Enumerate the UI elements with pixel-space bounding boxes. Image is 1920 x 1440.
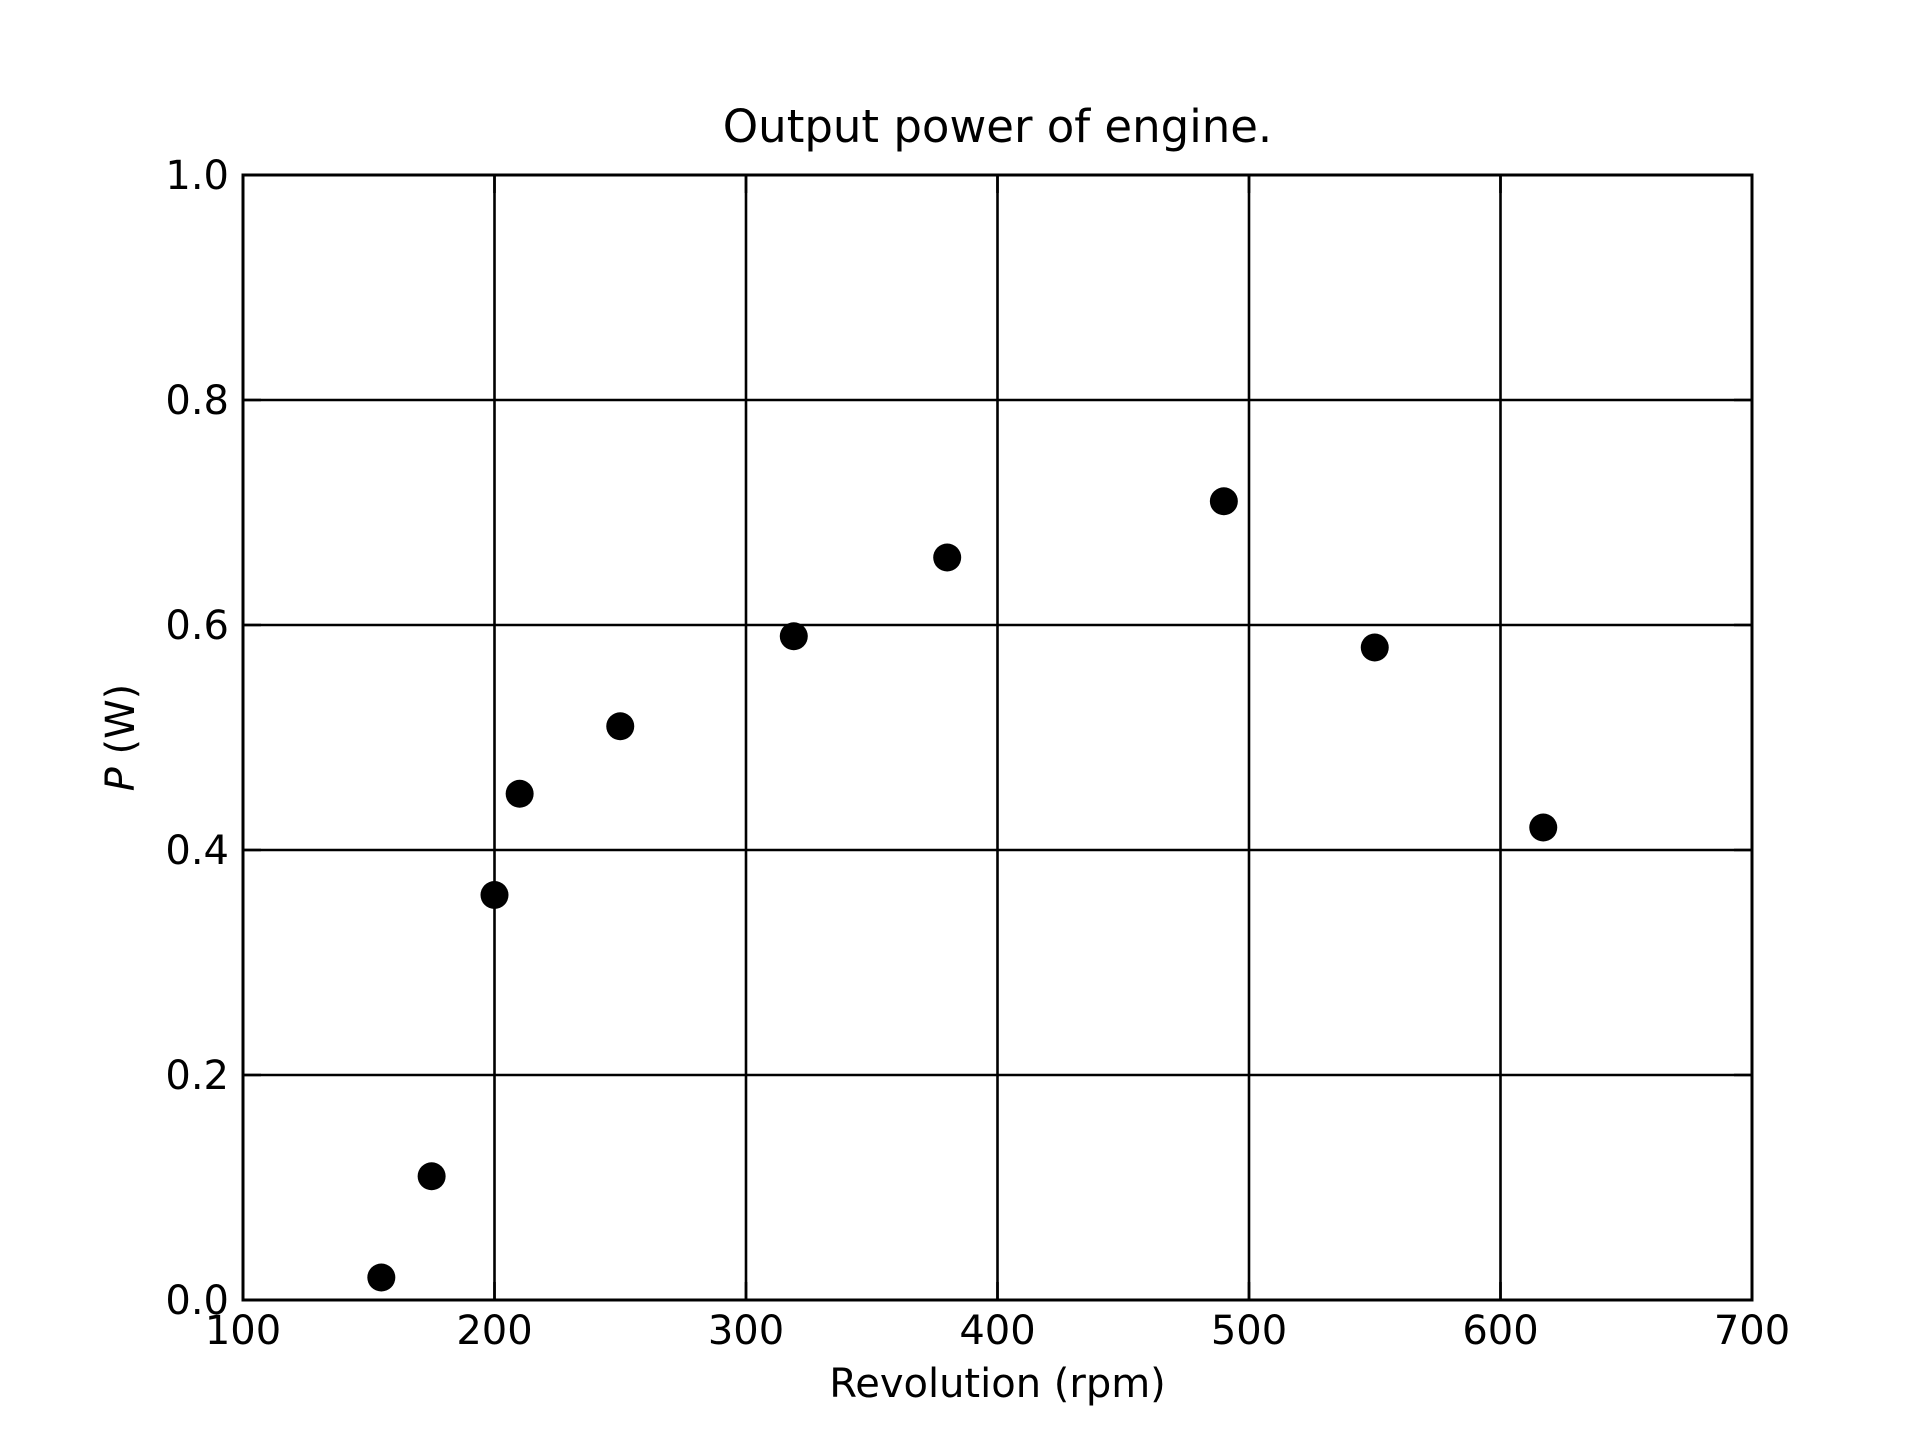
x-tick-label: 700 xyxy=(1714,1308,1790,1354)
data-point xyxy=(480,881,509,909)
data-point xyxy=(1209,487,1238,516)
y-tick-label: 0.2 xyxy=(165,1053,229,1099)
plot-frame xyxy=(241,173,1754,1302)
data-point xyxy=(417,1162,446,1191)
y-axis-label: P (W) xyxy=(98,684,144,792)
x-tick-label: 400 xyxy=(959,1308,1035,1354)
x-tick-labels: 100 200 300 400 500 600 700 xyxy=(205,1308,1790,1354)
y-axis-label-symbol: P xyxy=(98,766,144,791)
x-tick-label: 100 xyxy=(205,1308,281,1354)
y-tick-label: 0.4 xyxy=(165,828,229,874)
data-point xyxy=(1529,813,1558,842)
x-axis-label: Revolution (rpm) xyxy=(829,1361,1166,1407)
data-point xyxy=(367,1263,396,1292)
y-tick-label: 1.0 xyxy=(165,153,229,199)
data-point xyxy=(505,779,534,808)
x-tick-label: 500 xyxy=(1211,1308,1287,1354)
y-tick-labels: 0.0 0.2 0.4 0.6 0.8 1.0 xyxy=(165,153,229,1324)
data-point xyxy=(933,543,962,572)
data-points xyxy=(367,487,1558,1292)
x-tick-label: 300 xyxy=(708,1308,784,1354)
y-tick-label: 0.0 xyxy=(165,1278,229,1324)
y-axis-label-unit: (W) xyxy=(98,684,144,767)
chart-title: Output power of engine. xyxy=(723,100,1272,153)
y-tick-label: 0.8 xyxy=(165,378,229,424)
x-tick-label: 600 xyxy=(1462,1308,1538,1354)
data-point xyxy=(1360,633,1389,662)
data-point xyxy=(779,622,808,651)
x-tick-label: 200 xyxy=(456,1308,532,1354)
y-tick-label: 0.6 xyxy=(165,603,229,649)
data-point xyxy=(606,712,635,741)
